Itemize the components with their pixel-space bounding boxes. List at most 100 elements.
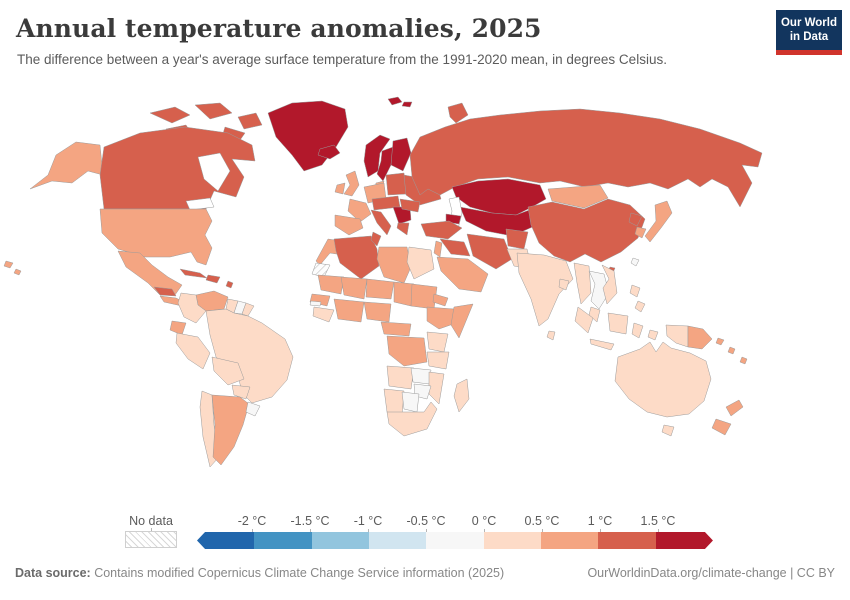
legend-bin-3[interactable] [368,532,427,549]
region-levant[interactable] [433,240,443,258]
region-south-africa[interactable] [386,401,438,437]
region-canadian-arctic[interactable] [149,106,191,124]
region-west-african-coast[interactable] [333,298,365,323]
region-new-zealand[interactable] [711,418,732,436]
region-canada[interactable] [99,126,256,210]
region-canadian-arctic[interactable] [194,102,233,120]
region-south-korea[interactable] [634,226,647,239]
region-finland[interactable] [390,137,412,172]
region-philippines[interactable] [634,300,646,313]
region-new-zealand[interactable] [725,399,744,417]
region-mali[interactable] [340,276,368,300]
region-cuba[interactable] [179,268,208,279]
region-botswana[interactable] [401,391,420,413]
region-madagascar[interactable] [453,378,470,413]
region-eritrea-djibouti[interactable] [432,293,449,307]
region-mexico[interactable] [117,250,183,296]
region-turkey[interactable] [420,220,463,240]
region-sulawesi-maluku[interactable] [647,329,659,341]
region-canadian-arctic[interactable] [237,112,263,130]
region-novaya-zemlya[interactable] [447,102,469,124]
region-greece[interactable] [396,222,410,236]
region-france[interactable] [347,198,372,223]
region-algeria[interactable] [333,235,380,280]
region-colombia[interactable] [177,292,207,324]
region-japan[interactable] [644,200,673,243]
credit-link[interactable]: OurWorldinData.org/climate-change | CC B… [587,566,835,580]
region-svalbard[interactable] [387,96,403,106]
region-thailand-laos-cambodia[interactable] [588,270,610,310]
region-tunisia[interactable] [370,231,382,247]
region-sudan[interactable] [410,283,438,310]
region-ecuador[interactable] [169,320,187,336]
region-uganda-kenya[interactable] [426,331,449,353]
region-malaysia[interactable] [588,306,601,323]
legend-bin-8[interactable] [655,532,713,549]
region-uk[interactable] [343,170,360,197]
region-usa[interactable] [99,208,213,266]
region-nigeria[interactable] [363,301,392,323]
region-myanmar[interactable] [573,262,592,305]
region-peru[interactable] [175,332,211,370]
region-tasmania[interactable] [661,424,675,437]
region-romania[interactable] [399,198,421,213]
region-angola[interactable] [386,365,415,390]
region-north-korea[interactable] [628,212,643,227]
region-borneo[interactable] [607,312,629,335]
region-papua-new-guinea[interactable] [687,325,713,350]
region-zambia[interactable] [410,367,432,385]
region-uruguay[interactable] [245,401,261,417]
region-mongolia[interactable] [547,184,609,209]
region-paraguay[interactable] [231,384,251,400]
region-sumatra[interactable] [574,306,594,334]
legend-bin-7[interactable] [598,532,656,549]
region-ireland[interactable] [334,182,346,195]
region-india[interactable] [516,252,574,327]
region-russia[interactable] [409,108,763,208]
legend-bin-0[interactable] [197,532,255,549]
region-cameroon-car[interactable] [380,321,412,337]
region-lesser-antilles[interactable] [225,280,234,289]
region-italy[interactable] [370,209,392,236]
region-china[interactable] [527,198,646,263]
legend-bin-6[interactable] [540,532,599,549]
region-western-sahara-no-data[interactable] [311,262,331,278]
region-australia[interactable] [614,341,712,418]
region-libya[interactable] [376,246,412,284]
region-syria-iraq[interactable] [439,238,471,257]
region-pacific-islands[interactable] [739,356,748,365]
region-vietnam[interactable] [601,264,618,305]
region-mozambique-malawi[interactable] [428,371,445,405]
region-drc[interactable] [386,335,428,367]
region-tanzania[interactable] [426,351,450,370]
region-philippines[interactable] [629,284,641,298]
region-hawaii[interactable] [13,268,22,276]
region-norway[interactable] [363,134,391,178]
region-mauritania[interactable] [317,274,345,295]
region-bangladesh[interactable] [558,278,570,291]
region-iberia[interactable] [334,214,364,236]
region-guatemala-honduras[interactable] [153,286,177,297]
region-afghanistan[interactable] [505,228,529,250]
region-somalia[interactable] [450,303,474,339]
region-pacific-islands[interactable] [727,346,736,355]
region-niger[interactable] [365,278,395,300]
region-pacific-islands[interactable] [715,337,725,346]
region-egypt[interactable] [406,246,435,280]
region-west-papua[interactable] [665,324,689,348]
region-argentina[interactable] [211,394,250,466]
legend-bin-1[interactable] [254,532,312,549]
region-svalbard[interactable] [401,101,413,108]
region-sri-lanka[interactable] [546,330,556,341]
region-hawaii[interactable] [3,260,14,269]
region-iran[interactable] [466,233,513,270]
no-data-swatch[interactable] [125,531,177,548]
region-poland-baltics[interactable] [385,172,407,196]
legend-bin-4[interactable] [426,532,484,549]
region-iceland[interactable] [317,144,341,160]
region-saudi-arabia[interactable] [436,256,489,293]
region-sulawesi-maluku[interactable] [631,322,644,339]
region-gambia[interactable] [309,300,322,307]
region-taiwan[interactable] [630,257,640,267]
region-guinea-group[interactable] [312,306,335,323]
